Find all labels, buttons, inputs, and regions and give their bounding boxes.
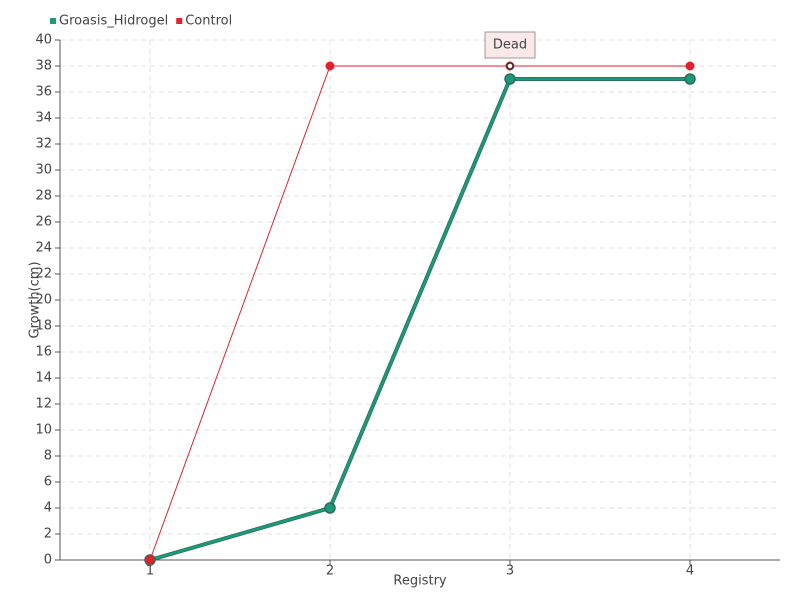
x-tick-label: 4 [686, 564, 694, 579]
y-tick-label: 24 [35, 241, 52, 256]
point [684, 73, 696, 85]
legend-swatch [50, 18, 56, 24]
y-tick-label: 0 [44, 553, 52, 568]
point [145, 555, 155, 565]
annotation-box [484, 31, 536, 59]
y-tick-label: 2 [44, 527, 52, 542]
annotation-text: Dead [493, 38, 527, 53]
x-tick-label: 3 [506, 564, 514, 579]
series-line-outline [149, 77, 690, 562]
y-tick-label: 10 [35, 423, 52, 438]
y-tick-label: 16 [35, 345, 52, 360]
y-tick-label: 26 [35, 215, 52, 230]
y-tick-label: 20 [35, 293, 52, 308]
legend-label: Control [185, 14, 232, 29]
y-tick-label: 8 [44, 449, 52, 464]
y-tick-label: 6 [44, 475, 52, 490]
y-tick-label: 4 [44, 501, 52, 516]
x-axis-label: Registry [393, 574, 447, 589]
y-tick-label: 12 [35, 397, 52, 412]
y-axis-label: Growth(cm) [28, 261, 43, 338]
y-tick-label: 22 [35, 267, 52, 282]
y-tick-label: 28 [35, 189, 52, 204]
annotation-marker [506, 62, 514, 70]
point [685, 61, 695, 71]
y-tick-label: 34 [35, 111, 52, 126]
x-tick-label: 1 [146, 564, 154, 579]
y-tick-label: 14 [35, 371, 52, 386]
y-tick-label: 38 [35, 59, 52, 74]
y-tick-label: 32 [35, 137, 52, 152]
y-tick-label: 30 [35, 163, 52, 178]
point [324, 502, 336, 514]
y-tick-label: 36 [35, 85, 52, 100]
y-tick-label: 40 [35, 33, 52, 48]
legend-label: Groasis_Hidrogel [59, 14, 168, 29]
series-line [149, 65, 690, 561]
y-tick-label: 18 [35, 319, 52, 334]
series-line [149, 77, 690, 562]
legend-swatch [176, 18, 183, 24]
point [504, 73, 516, 85]
point [325, 61, 335, 71]
x-tick-label: 2 [326, 564, 334, 579]
